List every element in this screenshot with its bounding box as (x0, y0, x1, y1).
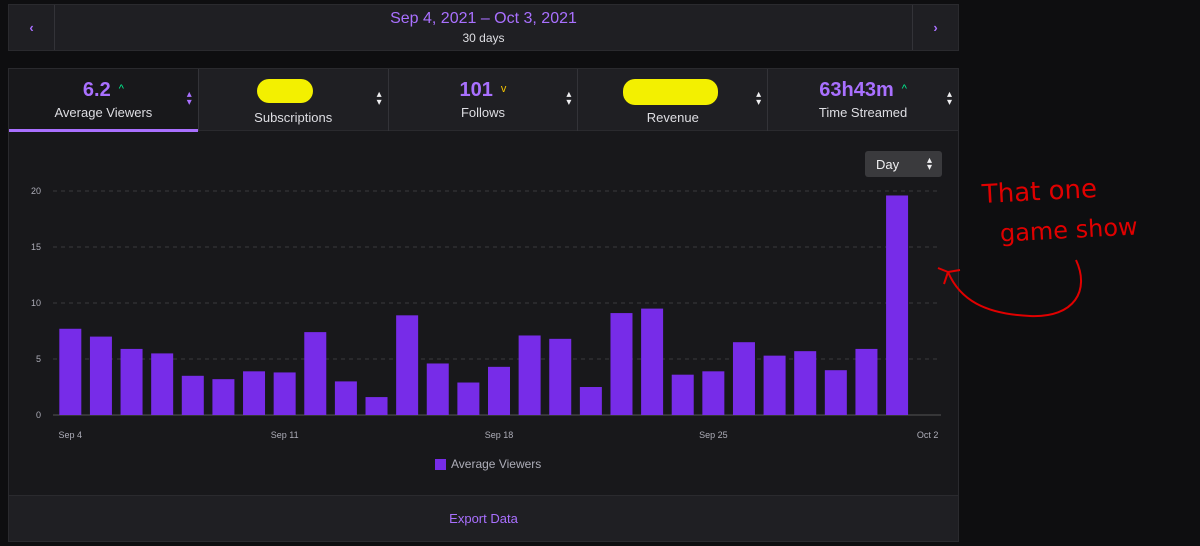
chart-bar[interactable] (304, 332, 327, 415)
metric-tab-subscriptions[interactable]: Subscriptions ▴ ▾ (199, 69, 389, 131)
trend-up-icon: ^ (901, 83, 907, 95)
sort-icon: ▴ ▾ (946, 89, 952, 108)
legend-swatch (435, 458, 446, 470)
metric-value: 6.2 (82, 79, 111, 101)
metric-tab-time-streamed[interactable]: 63h43m ^ Time Streamed ▴ ▾ (768, 69, 958, 131)
chevron-left-icon: ‹ (29, 20, 34, 35)
chart-bar[interactable] (151, 353, 174, 415)
sort-icon: ▴ ▾ (566, 89, 572, 108)
metric-label: Time Streamed (818, 105, 908, 120)
x-tick-label: Oct 2 (917, 430, 939, 440)
chart-bar[interactable] (243, 371, 266, 415)
chart-bar[interactable] (886, 195, 909, 415)
metric-value: 63h43m (819, 79, 894, 101)
chart-bar[interactable] (732, 342, 755, 415)
granularity-value: Day (876, 157, 900, 172)
x-tick-label: Sep 11 (271, 430, 299, 440)
chart-bar[interactable] (396, 315, 419, 415)
next-range-button[interactable]: › (912, 5, 958, 50)
trend-down-icon: v (500, 83, 507, 95)
metric-tabs: 6.2 ^ Average Viewers ▴ ▾ Subscriptions ▴ ▾… (9, 69, 958, 132)
y-tick-label: 0 (36, 410, 41, 420)
date-range-days: 30 days (462, 31, 505, 45)
sort-icon: ▴ ▾ (376, 89, 382, 108)
chart-bar[interactable] (641, 308, 664, 415)
metric-label: Follows (460, 105, 506, 120)
redaction-mark (256, 79, 313, 103)
y-tick-label: 5 (36, 354, 41, 364)
chart-bar[interactable] (610, 313, 633, 415)
sort-icon: ▴ ▾ (756, 89, 762, 108)
y-tick-label: 15 (31, 242, 41, 252)
y-tick-label: 20 (31, 186, 41, 196)
x-tick-label: Sep 25 (699, 430, 728, 440)
metric-tab-follows[interactable]: 101 v Follows ▴ ▾ (389, 69, 579, 131)
chart-bar[interactable] (59, 328, 82, 415)
chart-bar[interactable] (457, 382, 480, 415)
stats-panel: 6.2 ^ Average Viewers ▴ ▾ Subscriptions ▴ ▾… (8, 68, 959, 542)
chevron-right-icon: › (933, 20, 938, 35)
legend-label: Average Viewers (451, 457, 542, 471)
metric-label: Revenue (646, 110, 699, 125)
chart-bar[interactable] (89, 336, 112, 415)
chart-bar[interactable] (488, 366, 510, 415)
chart-bar[interactable] (855, 348, 878, 415)
trend-up-icon: ^ (118, 83, 124, 95)
date-range-text: Sep 4, 2021 – Oct 3, 2021 (390, 10, 577, 27)
metric-tab-revenue[interactable]: Revenue ▴ ▾ (578, 69, 769, 131)
date-range-picker[interactable]: Sep 4, 2021 – Oct 3, 2021 30 days (55, 5, 912, 50)
metric-label: Subscriptions (254, 110, 333, 125)
annotation-line-2: game show (999, 212, 1138, 247)
average-viewers-chart: 0 5 10 15 20 Sep 4 Sep 11 Sep 18 Sep 25 Oct 2 (31, 186, 941, 440)
metric-tab-average-viewers[interactable]: 6.2 ^ Average Viewers ▴ ▾ (9, 69, 199, 132)
previous-range-button[interactable]: ‹ (9, 5, 55, 50)
metric-value: 101 (459, 79, 493, 101)
chart-bar[interactable] (702, 371, 725, 415)
chart-bar[interactable] (824, 370, 847, 415)
chart-bar[interactable] (273, 372, 296, 415)
chart-bar[interactable] (763, 355, 786, 415)
x-tick-label: Sep 4 (59, 430, 83, 440)
granularity-select[interactable]: Day ▴ ▾ (865, 151, 942, 177)
export-data-button[interactable]: Export Data (9, 495, 958, 541)
chart-bar[interactable] (518, 335, 541, 415)
chart-bar[interactable] (334, 381, 357, 415)
chart-bar[interactable] (579, 387, 602, 415)
chart-bar[interactable] (549, 338, 572, 415)
chart-bar[interactable] (794, 351, 817, 415)
chart-bar[interactable] (212, 379, 235, 415)
metric-label: Average Viewers (54, 105, 153, 120)
redaction-mark (623, 79, 719, 105)
chevron-updown-icon: ▴ ▾ (926, 155, 932, 173)
x-tick-label: Sep 18 (485, 430, 514, 440)
date-range-bar: ‹ Sep 4, 2021 – Oct 3, 2021 30 days › (8, 4, 959, 51)
y-tick-label: 10 (31, 298, 41, 308)
chart-legend[interactable]: Average Viewers (435, 457, 541, 471)
sort-icon: ▴ ▾ (186, 89, 192, 108)
chart-bar[interactable] (365, 397, 388, 415)
chart-bar[interactable] (120, 348, 143, 415)
chart-bar[interactable] (181, 375, 204, 415)
annotation-line-1: That one (980, 174, 1098, 210)
chart-bar[interactable] (426, 363, 449, 415)
chart-bar[interactable] (671, 374, 694, 415)
annotation-arrow (947, 259, 1082, 318)
